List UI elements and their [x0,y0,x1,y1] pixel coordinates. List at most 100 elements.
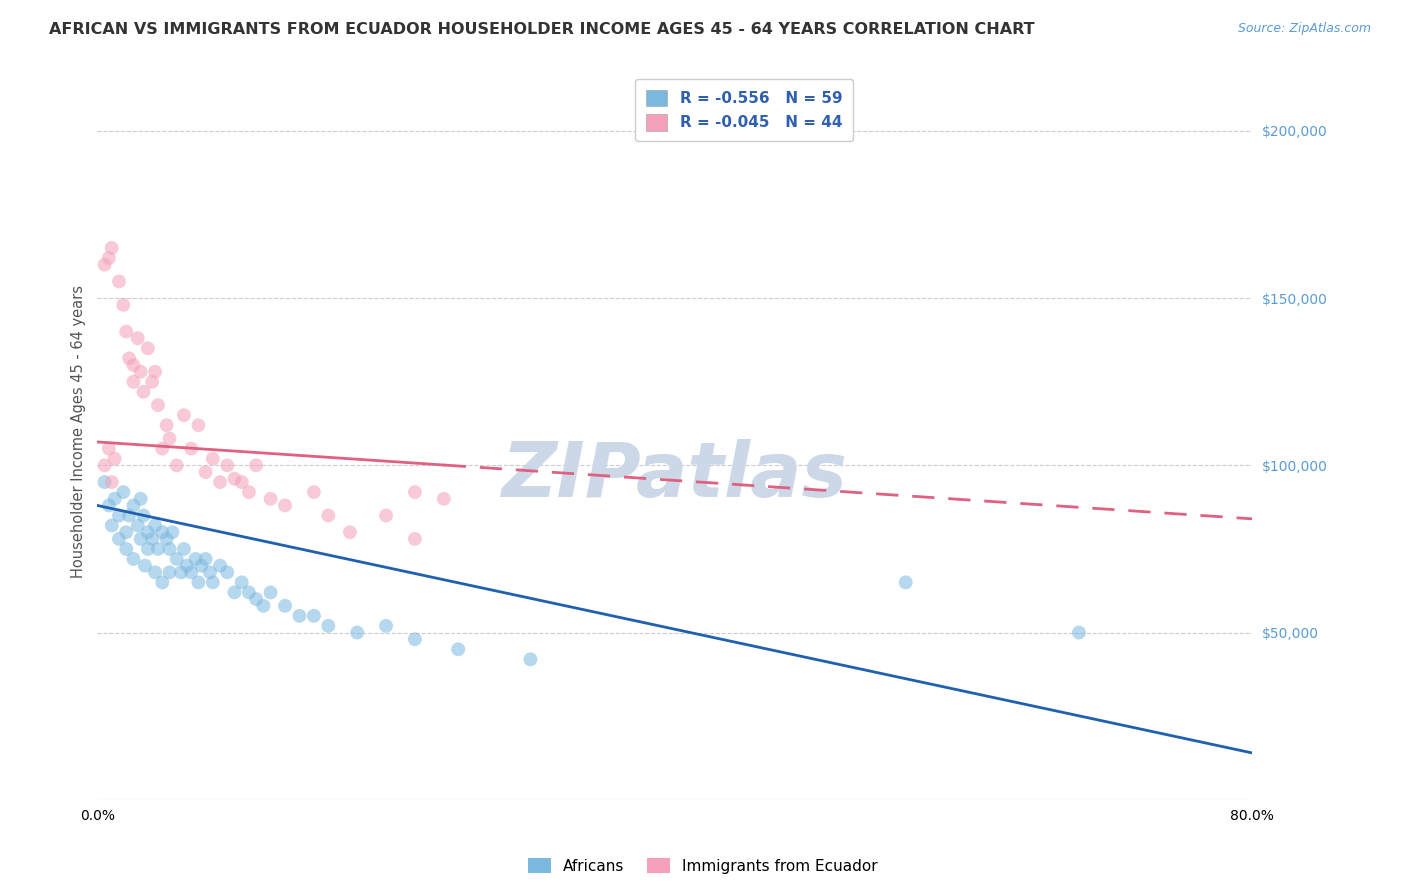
Point [198,566,221,580]
Text: Source: ZipAtlas.com: Source: ZipAtlas.com [1237,22,1371,36]
Point [132,508,155,523]
Point [259,491,281,506]
Text: AFRICAN VS IMMIGRANTS FROM ECUADOR HOUSEHOLDER INCOME AGES 45 - 64 YEARS CORRELA: AFRICAN VS IMMIGRANTS FROM ECUADOR HOUSE… [49,22,1035,37]
Point [115,541,138,556]
Point [894,575,917,590]
Point [187,418,209,433]
Point [245,592,267,607]
Point [141,375,163,389]
Point [108,532,131,546]
Point [141,532,163,546]
Point [127,518,149,533]
Point [150,525,173,540]
Point [104,491,127,506]
Point [433,491,456,506]
Point [166,552,188,566]
Point [136,341,159,355]
Point [134,558,156,573]
Point [143,518,166,533]
Point [404,485,426,500]
Point [288,608,311,623]
Point [231,475,253,489]
Y-axis label: Householder Income Ages 45 - 64 years: Householder Income Ages 45 - 64 years [72,285,86,578]
Point [93,258,115,272]
Point [339,525,361,540]
Point [122,375,145,389]
Point [122,358,145,372]
Point [318,508,340,523]
Point [118,508,141,523]
Point [209,558,232,573]
Point [252,599,274,613]
Point [170,566,193,580]
Point [108,274,131,288]
Point [93,458,115,473]
Point [187,575,209,590]
Point [194,552,217,566]
Point [224,585,246,599]
Point [173,541,195,556]
Point [209,475,232,489]
Point [302,485,325,500]
Point [143,566,166,580]
Point [159,432,181,446]
Point [127,331,149,345]
Point [115,325,138,339]
Point [118,351,141,366]
Point [447,642,470,657]
Point [132,384,155,399]
Point [159,541,181,556]
Point [101,241,124,255]
Point [159,566,181,580]
Point [259,585,281,599]
Point [129,365,152,379]
Point [136,541,159,556]
Point [129,532,152,546]
Point [97,251,120,265]
Point [122,552,145,566]
Point [217,566,239,580]
Point [231,575,253,590]
Point [156,418,179,433]
Point [245,458,267,473]
Legend: Africans, Immigrants from Ecuador: Africans, Immigrants from Ecuador [522,852,884,880]
Point [238,585,260,599]
Point [184,552,207,566]
Point [150,442,173,456]
Point [318,619,340,633]
Point [101,475,124,489]
Point [104,451,127,466]
Point [150,575,173,590]
Point [404,632,426,647]
Point [180,442,202,456]
Text: ZIPatlas: ZIPatlas [502,439,848,513]
Point [108,508,131,523]
Point [201,575,224,590]
Point [274,599,297,613]
Point [194,465,217,479]
Point [97,442,120,456]
Point [143,365,166,379]
Point [93,475,115,489]
Point [97,499,120,513]
Point [156,532,179,546]
Point [112,485,135,500]
Point [101,518,124,533]
Point [173,408,195,422]
Point [122,499,145,513]
Point [375,619,398,633]
Point [1067,625,1090,640]
Point [224,472,246,486]
Point [162,525,184,540]
Point [238,485,260,500]
Point [217,458,239,473]
Point [176,558,198,573]
Point [146,541,169,556]
Point [375,508,398,523]
Point [201,451,224,466]
Point [112,298,135,312]
Point [115,525,138,540]
Point [346,625,368,640]
Point [404,532,426,546]
Point [136,525,159,540]
